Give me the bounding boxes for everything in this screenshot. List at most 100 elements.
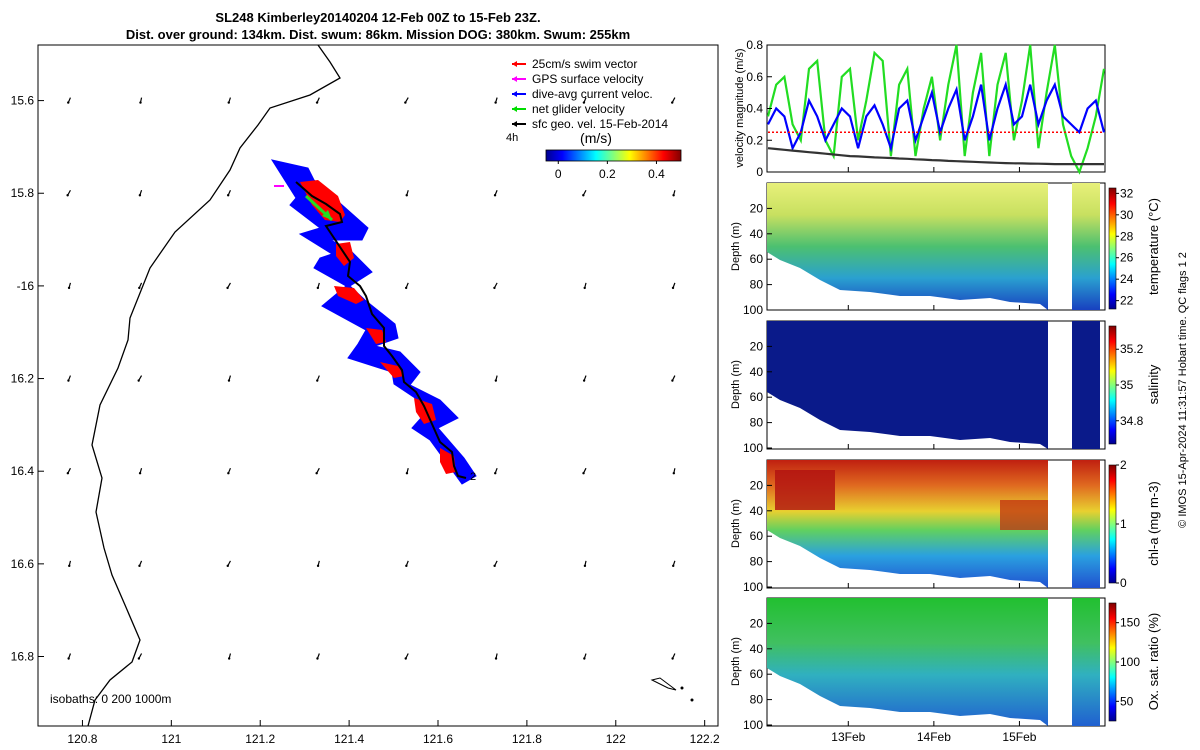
colorbar-ticks: 0 0.2 0.4 (555, 161, 665, 181)
geostrophic-vectors (66, 97, 676, 660)
section-colorbar-tick-label: 28 (1120, 229, 1134, 243)
geo-vector-head (67, 101, 70, 104)
geo-vector-head (405, 194, 408, 197)
colorbar-tick-label: 0.2 (599, 167, 616, 181)
depth-tick-label: 100 (743, 580, 763, 594)
geo-vector-head (494, 379, 498, 382)
velocity-line-dive-avg-current-veloc- (767, 80, 1106, 153)
legend-arrowhead (512, 91, 517, 97)
section-colorbar-label: salinity (1146, 364, 1161, 404)
map-ytick-label: 15.8 (11, 186, 35, 200)
time-axis-ticks: 13Feb 14Feb 15Feb (831, 167, 1037, 744)
time-tick-label: 13Feb (831, 730, 865, 744)
geo-vector-head (671, 657, 674, 660)
map-ytick-label: 16.2 (11, 372, 35, 386)
geo-vector-head (316, 564, 320, 568)
map-xtick-label: 121 (161, 732, 181, 746)
map-axis-ticks: 120.8 121 121.2 121.4 121.6 121.8 122 122.2 15.6… (11, 94, 720, 746)
geo-vector-head (227, 472, 230, 475)
temperature-section (767, 183, 1048, 310)
section-colorbar-tick-label: 22 (1120, 294, 1134, 308)
depth-tick-label: 80 (750, 278, 764, 292)
geo-vector-head (227, 657, 231, 660)
geo-vector-head (67, 657, 70, 660)
geo-vector-head (316, 286, 320, 290)
depth-tick-label: 40 (750, 227, 764, 241)
geo-vector-head (405, 472, 409, 475)
depth-ylabel: Depth (m) (730, 222, 742, 271)
geo-vector-head (404, 101, 407, 104)
map-ytick-label: -16 (17, 279, 35, 293)
depth-ylabel: Depth (m) (730, 499, 742, 548)
map-xtick-label: 121.8 (512, 732, 542, 746)
section-colorbar-tick-label: 34.8 (1120, 414, 1144, 428)
geo-vector-head (137, 379, 140, 382)
section-colorbar-tick-label: 24 (1120, 272, 1134, 286)
geo-vector-head (68, 564, 71, 568)
figure-title-line1: SL248 Kimberley20140204 12-Feb 00Z to 15… (215, 10, 540, 25)
speed-colorbar (545, 149, 682, 162)
oxygen-colorbar (1108, 602, 1117, 722)
isobath-label: isobaths: 0 200 1000m (50, 692, 171, 706)
depth-tick-label: 60 (750, 667, 764, 681)
velocity-series (766, 44, 1106, 175)
map-xtick-label: 121.4 (334, 732, 364, 746)
section-colorbar-tick-label: 35 (1120, 378, 1134, 392)
velocity-ytick-label: 0.6 (746, 70, 763, 84)
velocity-ylabel: velocity magnitude (m/s) (734, 48, 746, 167)
oxygen-section (767, 598, 1048, 726)
section-colorbar-tick-label: 100 (1120, 655, 1140, 669)
velocity-ytick-label: 0 (756, 165, 763, 179)
geo-vector-head (582, 472, 585, 475)
chla-maximum-patch (1000, 500, 1048, 530)
velocity-ytick-label: 0.2 (746, 133, 763, 147)
geo-vector-head (672, 564, 675, 568)
temperature-panel (766, 182, 1106, 311)
geo-vector-head (138, 194, 142, 197)
depth-ylabel: Depth (m) (730, 637, 742, 686)
map-xtick-label: 121.2 (245, 732, 275, 746)
salinity-panel (766, 320, 1106, 450)
geo-vector-head (671, 101, 674, 104)
section-colorbar-label: Ox. sat. ratio (%) (1146, 613, 1161, 711)
swim-vector-patch (440, 448, 456, 474)
section-colorbar-tick-label: 2 (1120, 458, 1127, 472)
velocity-ytick-label: 0.4 (746, 102, 763, 116)
geo-vector-head (138, 286, 141, 290)
depth-tick-label: 60 (750, 529, 764, 543)
depth-tick-label: 80 (750, 555, 764, 569)
chla-panel (766, 459, 1106, 589)
depth-tick-label: 80 (750, 693, 764, 707)
geo-vector-head (493, 286, 496, 290)
legend-arrowhead (512, 106, 517, 112)
velocity-line-sfc-geo-vel- (767, 147, 1104, 166)
track-end-label: 2 (470, 471, 476, 483)
geo-vector-head (226, 564, 229, 568)
geo-vector-head (582, 101, 586, 104)
geo-vector-head (583, 657, 586, 660)
map-xtick-label: 122.2 (690, 732, 720, 746)
map-xtick-label: 121.6 (423, 732, 453, 746)
section-colorbar-tick-label: 50 (1120, 694, 1134, 708)
map-xtick-label: 122 (606, 732, 626, 746)
geo-vector-head (582, 379, 586, 382)
section-colorbar-tick-label: 26 (1120, 251, 1134, 265)
geo-vector-head (137, 657, 141, 660)
depth-tick-label: 60 (750, 252, 764, 266)
net-velocity-arrowhead (322, 210, 332, 220)
map-xtick-label: 120.8 (67, 732, 97, 746)
salinity-section-late (1072, 321, 1100, 449)
geo-vector-head (138, 564, 141, 568)
legend-label: dive-avg current veloc. (532, 87, 653, 101)
geo-vector-head (138, 472, 142, 475)
geo-vector-head (583, 564, 587, 568)
geo-vector-head (316, 379, 319, 382)
depth-tick-label: 60 (750, 390, 764, 404)
figure-title-line2: Dist. over ground: 134km. Dist. swum: 86… (126, 27, 630, 42)
geo-vector-head (494, 657, 498, 660)
geo-vector-head (671, 286, 675, 290)
geo-vector-head (404, 657, 407, 660)
island-dot (690, 698, 694, 702)
section-colorbar-tick-label: 35.2 (1120, 342, 1144, 356)
